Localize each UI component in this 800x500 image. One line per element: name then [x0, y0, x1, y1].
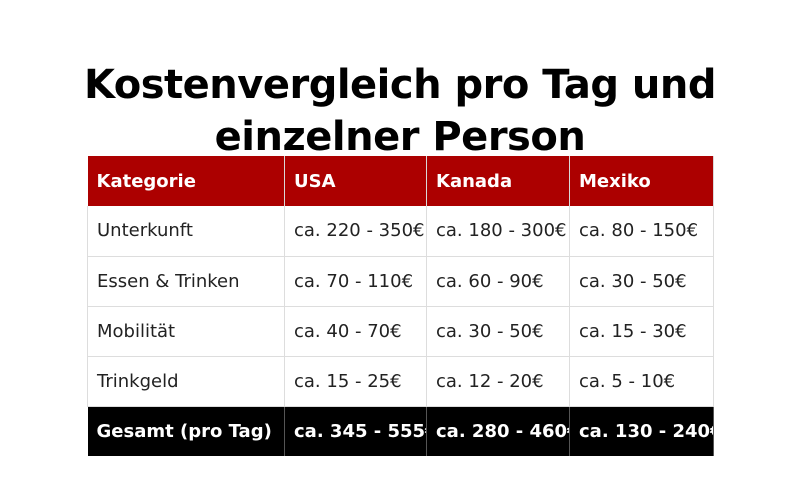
header-row: Kategorie USA Kanada Mexiko [87, 156, 714, 206]
cell-category: Mobilität [87, 306, 285, 357]
header-usa: USA [284, 156, 427, 206]
table-row: Mobilität ca. 40 - 70€ ca. 30 - 50€ ca. … [87, 306, 714, 357]
total-kanada: ca. 280 - 460€ [426, 406, 570, 456]
page-title: Kostenvergleich pro Tag und einzelner Pe… [0, 59, 800, 163]
title-line-2: einzelner Person [214, 113, 586, 160]
title-line-1: Kostenvergleich pro Tag und [83, 61, 717, 108]
cell-mexiko: ca. 80 - 150€ [569, 206, 714, 257]
table-row: Unterkunft ca. 220 - 350€ ca. 180 - 300€… [87, 206, 714, 257]
total-usa: ca. 345 - 555€ [284, 406, 427, 456]
header-category: Kategorie [87, 156, 285, 206]
table-row: Essen & Trinken ca. 70 - 110€ ca. 60 - 9… [87, 256, 714, 307]
cell-category: Essen & Trinken [87, 256, 285, 307]
cell-usa: ca. 220 - 350€ [284, 206, 427, 257]
cell-mexiko: ca. 15 - 30€ [569, 306, 714, 357]
cost-comparison-table: Kategorie USA Kanada Mexiko Unterkunft c… [87, 156, 714, 456]
cell-mexiko: ca. 30 - 50€ [569, 256, 714, 307]
cell-mexiko: ca. 5 - 10€ [569, 356, 714, 407]
cell-kanada: ca. 30 - 50€ [426, 306, 570, 357]
cell-category: Trinkgeld [87, 356, 285, 407]
cell-usa: ca. 40 - 70€ [284, 306, 427, 357]
table-body: Unterkunft ca. 220 - 350€ ca. 180 - 300€… [87, 206, 714, 407]
total-label: Gesamt (pro Tag) [87, 406, 285, 456]
cell-kanada: ca. 12 - 20€ [426, 356, 570, 407]
cell-kanada: ca. 180 - 300€ [426, 206, 570, 257]
table-header: Kategorie USA Kanada Mexiko [87, 156, 714, 206]
table-row: Trinkgeld ca. 15 - 25€ ca. 12 - 20€ ca. … [87, 356, 714, 407]
total-mexiko: ca. 130 - 240€ [569, 406, 714, 456]
table-footer: Gesamt (pro Tag) ca. 345 - 555€ ca. 280 … [87, 406, 714, 456]
header-mexiko: Mexiko [569, 156, 714, 206]
cell-usa: ca. 70 - 110€ [284, 256, 427, 307]
cell-kanada: ca. 60 - 90€ [426, 256, 570, 307]
header-kanada: Kanada [426, 156, 570, 206]
total-row: Gesamt (pro Tag) ca. 345 - 555€ ca. 280 … [87, 406, 714, 456]
cell-category: Unterkunft [87, 206, 285, 257]
cell-usa: ca. 15 - 25€ [284, 356, 427, 407]
